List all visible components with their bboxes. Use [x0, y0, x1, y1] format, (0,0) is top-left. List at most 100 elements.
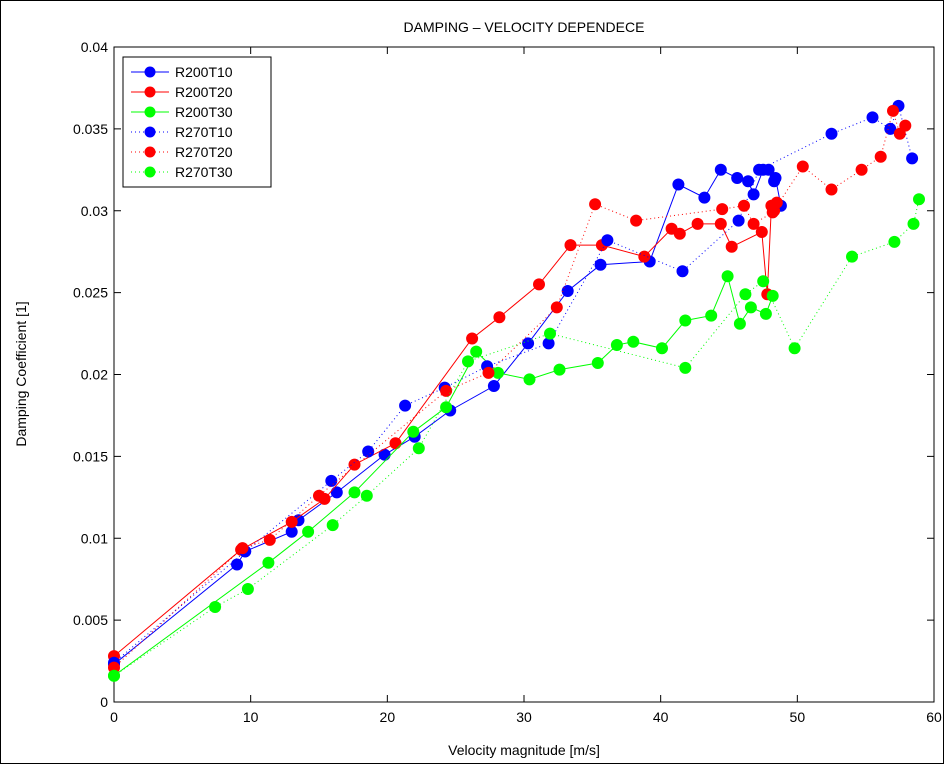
legend-marker [144, 106, 156, 118]
data-point [733, 317, 746, 330]
data-point [594, 258, 607, 271]
legend-marker [144, 146, 156, 158]
y-tick-label: 0 [100, 694, 108, 710]
x-tick-label: 50 [790, 709, 806, 725]
data-point [714, 217, 727, 230]
data-point [716, 203, 729, 216]
data-point [241, 583, 254, 595]
legend-marker [144, 66, 156, 78]
y-axis-title: Damping Coefficient [1] [13, 301, 29, 446]
data-point [714, 163, 727, 176]
legend-item: R200T30 [131, 104, 233, 120]
data-point [610, 339, 623, 351]
y-tick-label: 0.02 [81, 367, 108, 383]
x-tick-label: 20 [380, 709, 396, 725]
data-point [533, 278, 545, 291]
data-point [440, 384, 453, 397]
data-point [721, 270, 734, 283]
data-point [638, 250, 651, 263]
x-tick-label: 40 [653, 709, 669, 725]
x-tick-label: 10 [243, 709, 259, 725]
data-point [360, 489, 373, 502]
series-r270t30 [108, 193, 925, 682]
legend-item: R270T30 [131, 164, 233, 180]
legend-label: R200T30 [175, 104, 233, 120]
data-point [893, 127, 906, 140]
data-point [591, 357, 604, 369]
data-point [285, 515, 298, 528]
data-point [725, 240, 738, 253]
series-line [113, 202, 778, 657]
data-point [348, 486, 361, 499]
data-point [487, 380, 500, 392]
data-point [738, 199, 750, 212]
legend-label: R270T30 [175, 164, 233, 180]
y-tick-label: 0.025 [73, 285, 108, 301]
data-point [236, 542, 249, 555]
data-point [550, 301, 563, 314]
data-point [564, 239, 577, 252]
data-point [262, 556, 275, 569]
data-point [656, 342, 668, 355]
data-point [747, 217, 760, 230]
data-point [544, 327, 556, 340]
legend-marker [144, 166, 156, 178]
data-point [907, 217, 920, 230]
data-point [698, 191, 711, 204]
data-point [231, 558, 243, 571]
data-point [913, 193, 925, 206]
y-tick-label: 0.01 [81, 530, 108, 546]
data-point [899, 119, 912, 132]
series-r200t20 [108, 196, 783, 663]
data-point [755, 226, 768, 238]
data-point [796, 160, 809, 173]
x-axis-title: Velocity magnitude [m/s] [448, 742, 600, 758]
data-point [788, 342, 801, 355]
series-line [113, 199, 920, 677]
series-r200t30 [108, 270, 779, 682]
data-point [757, 275, 770, 288]
data-point [747, 188, 760, 201]
chart-title: DAMPING – VELOCITY DEPENDECE [404, 19, 645, 35]
legend-label: R200T20 [175, 84, 233, 100]
data-point [522, 337, 535, 350]
data-point [732, 214, 745, 227]
data-point [759, 307, 772, 320]
legend-item: R270T20 [131, 144, 233, 160]
legend-label: R200T10 [175, 64, 233, 80]
data-point [855, 163, 868, 176]
data-point [866, 111, 879, 124]
data-point [470, 345, 483, 358]
data-point [846, 250, 858, 263]
data-point [523, 373, 536, 386]
data-point [884, 122, 897, 135]
data-point [389, 437, 402, 450]
data-point [209, 601, 222, 613]
data-point [313, 489, 325, 502]
data-point [399, 399, 412, 412]
y-tick-label: 0.035 [73, 121, 108, 137]
data-point [766, 289, 779, 302]
data-point [906, 152, 919, 165]
y-tick-label: 0.03 [81, 203, 108, 219]
y-tick-label: 0.04 [81, 39, 108, 55]
data-point [325, 474, 338, 487]
data-point [412, 442, 425, 455]
data-point [888, 235, 901, 248]
data-point [362, 445, 375, 458]
legend-label: R270T10 [175, 124, 233, 140]
data-point [601, 234, 614, 247]
data-point [753, 163, 766, 176]
legend: R200T10 R200T20 R200T30 R270T10 R270T20 R270T… [122, 56, 272, 188]
data-point [744, 301, 757, 314]
x-tick-label: 60 [926, 709, 942, 725]
data-point [691, 217, 704, 230]
data-point [673, 227, 686, 240]
data-point [108, 669, 120, 682]
data-point [348, 458, 361, 471]
data-point [330, 486, 343, 499]
data-point [589, 198, 602, 211]
legend-item: R200T20 [131, 84, 233, 100]
data-point [676, 265, 689, 278]
data-point [874, 150, 887, 163]
